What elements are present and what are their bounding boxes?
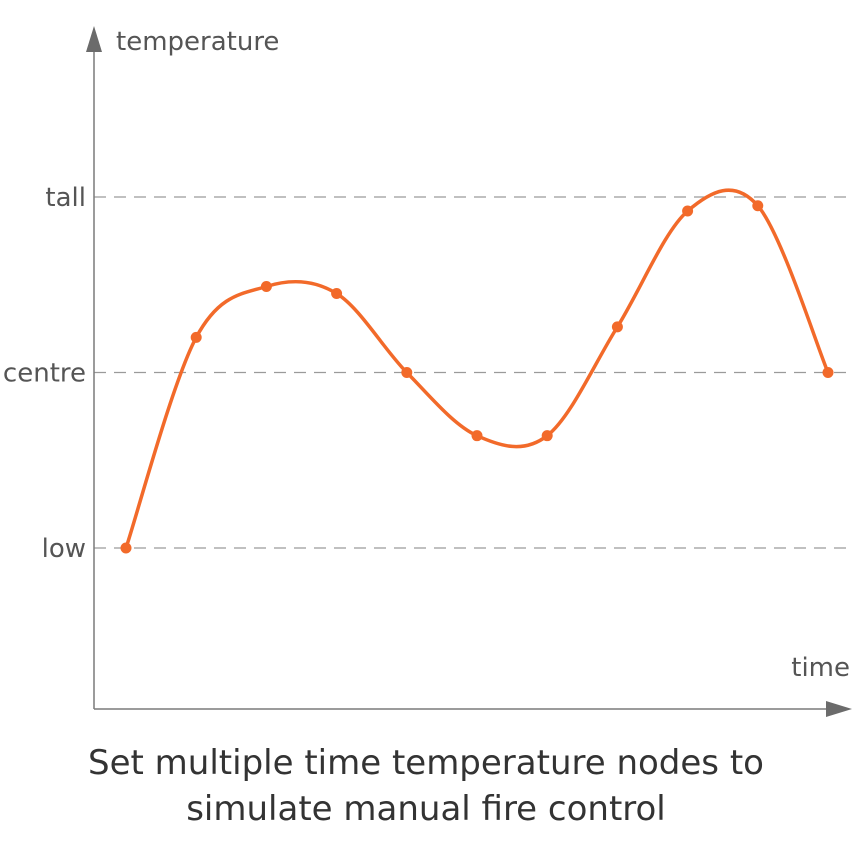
temperature-curve xyxy=(124,188,830,550)
y-tick-label-centre: centre xyxy=(3,359,86,389)
caption-line-1: Set multiple time temperature nodes to xyxy=(88,743,764,783)
chart-caption: Set multiple time temperature nodes to s… xyxy=(0,740,852,832)
temperature-node-4 xyxy=(331,288,343,300)
temperature-node-8 xyxy=(611,321,623,333)
temperature-node-6 xyxy=(471,430,483,442)
temperature-node-9 xyxy=(682,205,694,217)
temperature-node-7 xyxy=(541,430,553,442)
temperature-node-1 xyxy=(120,542,132,554)
y-tick-label-low: low xyxy=(42,534,86,564)
y-tick-labels: low centre tall xyxy=(3,183,86,564)
temperature-node-10 xyxy=(752,200,764,212)
gridlines xyxy=(94,196,848,549)
y-axis-label: temperature xyxy=(116,27,279,57)
x-axis-label: time xyxy=(791,653,850,683)
caption-line-2: simulate manual fire control xyxy=(186,789,666,829)
temperature-node-2 xyxy=(190,331,202,343)
y-axis-arrow-icon xyxy=(86,26,102,52)
x-axis-arrow-icon xyxy=(826,701,852,717)
temperature-nodes xyxy=(120,200,834,554)
temperature-node-5 xyxy=(401,367,413,378)
temperature-node-3 xyxy=(260,281,272,293)
y-tick-label-tall: tall xyxy=(45,183,86,213)
temperature-node-11 xyxy=(822,367,834,378)
